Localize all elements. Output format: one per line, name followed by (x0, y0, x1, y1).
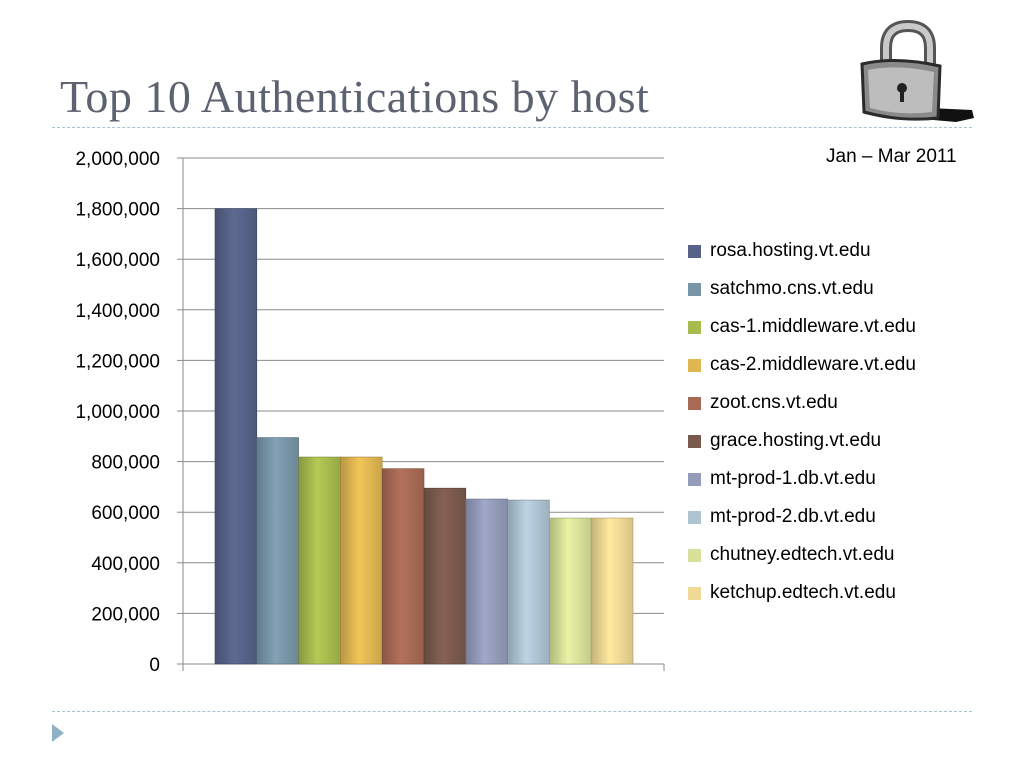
y-tick-label: 1,200,000 (75, 351, 160, 372)
bar-ketchup-edtech-vt-edu (590, 517, 634, 665)
chart-legend: rosa.hosting.vt.edu satchmo.cns.vt.edu cas… (688, 232, 916, 612)
legend-item: cas-2.middleware.vt.edu (688, 346, 916, 384)
legend-swatch (688, 396, 701, 410)
padlock-icon (860, 19, 974, 122)
bar-zoot-cns-vt-edu (381, 468, 425, 665)
legend-swatch (688, 358, 701, 372)
legend-item: rosa.hosting.vt.edu (688, 232, 916, 270)
legend-item: grace.hosting.vt.edu (688, 422, 916, 460)
legend-label: cas-1.middleware.vt.edu (710, 316, 916, 337)
legend-swatch (688, 472, 701, 486)
legend-item: zoot.cns.vt.edu (688, 384, 916, 422)
y-tick-label: 0 (149, 655, 160, 676)
legend-item: cas-1.middleware.vt.edu (688, 308, 916, 346)
y-tick-label: 200,000 (91, 604, 160, 625)
legend-item: chutney.edtech.vt.edu (688, 536, 916, 574)
bar-satchmo-cns-vt-edu (256, 437, 299, 665)
bar-mt-prod-1-db-vt-edu (465, 498, 508, 665)
y-tick-label: 1,400,000 (75, 301, 160, 322)
y-tick-label: 1,000,000 (75, 402, 160, 423)
legend-label: satchmo.cns.vt.edu (710, 278, 874, 299)
slide-title: Top 10 Authentications by host (60, 71, 650, 122)
footer-divider (52, 711, 972, 712)
legend-label: chutney.edtech.vt.edu (710, 544, 895, 565)
legend-item: mt-prod-2.db.vt.edu (688, 498, 916, 536)
legend-label: ketchup.edtech.vt.edu (710, 582, 896, 603)
bar-rosa-hosting-vt-edu (214, 208, 258, 665)
legend-swatch (688, 244, 701, 258)
legend-item: ketchup.edtech.vt.edu (688, 574, 916, 612)
bullet-arrow-icon (52, 724, 64, 742)
title-divider (52, 127, 972, 128)
legend-swatch (688, 548, 701, 562)
y-tick-label: 600,000 (91, 503, 160, 524)
bar-cas-1-middleware-vt-edu (298, 456, 341, 665)
legend-label: mt-prod-2.db.vt.edu (710, 506, 876, 527)
chart-subtitle: Jan – Mar 2011 (826, 146, 957, 167)
bar-grace-hosting-vt-edu (423, 487, 467, 665)
legend-label: mt-prod-1.db.vt.edu (710, 468, 876, 489)
legend-label: grace.hosting.vt.edu (710, 430, 882, 451)
y-tick-label: 2,000,000 (75, 149, 160, 170)
legend-item: mt-prod-1.db.vt.edu (688, 460, 916, 498)
legend-swatch (688, 320, 701, 334)
bar-chutney-edtech-vt-edu (549, 517, 592, 665)
legend-label: rosa.hosting.vt.edu (710, 240, 871, 261)
legend-swatch (688, 434, 701, 448)
legend-swatch (688, 586, 701, 600)
legend-item: satchmo.cns.vt.edu (688, 270, 916, 308)
bar-mt-prod-2-db-vt-edu (507, 499, 550, 665)
legend-swatch (688, 510, 701, 524)
bar-cas-2-middleware-vt-edu (340, 456, 383, 665)
y-tick-label: 1,800,000 (75, 200, 160, 221)
y-tick-label: 400,000 (91, 554, 160, 575)
legend-swatch (688, 282, 701, 296)
y-tick-label: 1,600,000 (75, 250, 160, 271)
y-tick-label: 800,000 (91, 453, 160, 474)
legend-label: cas-2.middleware.vt.edu (710, 354, 916, 375)
legend-label: zoot.cns.vt.edu (710, 392, 838, 413)
